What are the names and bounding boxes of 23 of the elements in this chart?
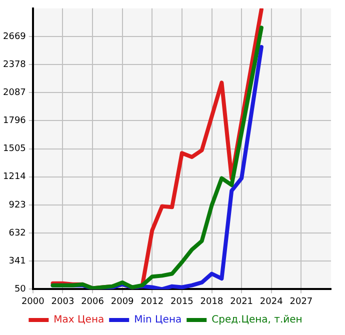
y-tick-label: 2087 xyxy=(3,88,26,98)
x-tick-label: 2015 xyxy=(170,296,194,307)
x-tick-label: 2027 xyxy=(290,296,313,307)
y-tick-label: 2669 xyxy=(3,32,26,42)
legend-label: Max Цена xyxy=(54,314,104,326)
y-tick-label: 341 xyxy=(8,256,26,266)
y-tick-label: 1214 xyxy=(3,172,26,182)
y-tick-label: 50 xyxy=(14,284,26,295)
x-tick-label: 2003 xyxy=(51,296,74,307)
y-tick-label: 1796 xyxy=(3,116,26,126)
y-tick-label: 923 xyxy=(8,200,26,210)
x-tick-label: 2009 xyxy=(110,296,134,307)
legend-label: Сред.Цена, т.йен xyxy=(212,314,302,326)
x-tick-label: 2018 xyxy=(200,296,224,307)
y-tick-label: 2378 xyxy=(3,60,26,70)
x-tick-label: 2006 xyxy=(81,296,104,307)
y-tick-label: 632 xyxy=(8,228,26,238)
x-tick-label: 2000 xyxy=(21,296,45,307)
x-tick-label: 2012 xyxy=(140,296,164,307)
x-tick-label: 2024 xyxy=(260,296,284,307)
y-tick-label: 1505 xyxy=(3,144,26,154)
x-tick-label: 2021 xyxy=(230,296,254,307)
legend-label: Min Цена xyxy=(134,314,182,326)
